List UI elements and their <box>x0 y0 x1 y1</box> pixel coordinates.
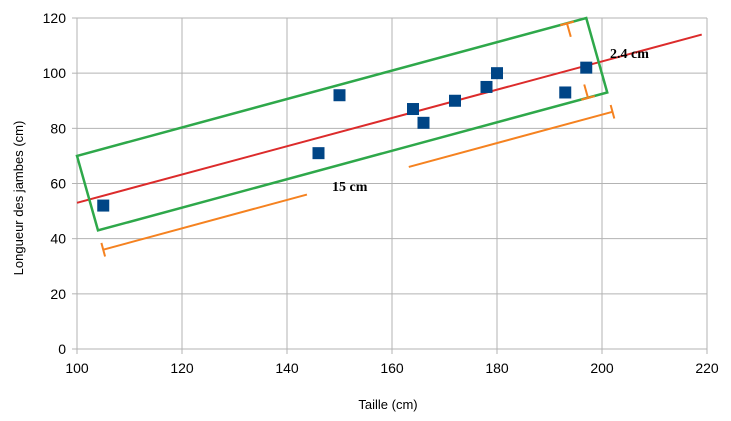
data-point <box>580 61 593 74</box>
data-point <box>480 80 493 93</box>
regression-line-group <box>76 33 703 204</box>
data-point <box>449 94 461 107</box>
grid-lines <box>77 17 708 349</box>
y-tick-labels: 0 20 40 60 80 100 120 <box>43 10 67 357</box>
x-tick-label: 140 <box>275 360 299 376</box>
regression-line <box>76 33 703 204</box>
width-dimension-cap-1 <box>609 104 616 119</box>
height-dimension-cap-1 <box>580 95 596 101</box>
y-tick-label: 0 <box>58 341 66 357</box>
height-dimension-line-top <box>566 23 572 38</box>
data-point <box>97 199 110 212</box>
y-tick-label: 100 <box>43 65 67 81</box>
y-tick-label: 80 <box>50 120 66 136</box>
data-point <box>559 86 572 99</box>
width-dimension-cap-0 <box>100 242 107 257</box>
x-tick-label: 160 <box>380 360 404 376</box>
x-tick-label: 100 <box>65 360 89 376</box>
dimension-annotations <box>100 20 616 257</box>
data-point <box>333 89 346 102</box>
bounding-rectangle-group <box>75 16 609 232</box>
y-tick-label: 60 <box>50 176 66 192</box>
data-point <box>312 147 325 160</box>
width-dimension-line-left <box>102 193 308 251</box>
y-axis-title: Longueur des jambes (cm) <box>11 121 26 276</box>
x-tick-labels: 100 120 140 160 180 200 220 <box>65 360 719 376</box>
x-tick-label: 200 <box>590 360 614 376</box>
axes <box>72 17 708 354</box>
height-dimension-line-bottom <box>583 84 589 99</box>
y-tick-label: 120 <box>43 10 67 26</box>
x-tick-label: 120 <box>170 360 194 376</box>
height-dimension-label: 2.4 cm <box>610 47 649 62</box>
data-points <box>97 61 593 212</box>
data-point <box>491 67 503 80</box>
data-point <box>417 116 430 129</box>
height-dimension-cap-0 <box>559 20 575 27</box>
y-tick-label: 40 <box>50 231 66 247</box>
width-dimension-line-right <box>408 110 613 168</box>
width-dimension-label: 15 cm <box>332 180 368 195</box>
x-axis-title: Taille (cm) <box>358 397 417 412</box>
data-point <box>407 103 419 116</box>
x-tick-label: 180 <box>485 360 509 376</box>
x-tick-label: 220 <box>695 360 719 376</box>
bounding-rectangle <box>75 16 609 232</box>
y-tick-label: 20 <box>50 286 66 302</box>
